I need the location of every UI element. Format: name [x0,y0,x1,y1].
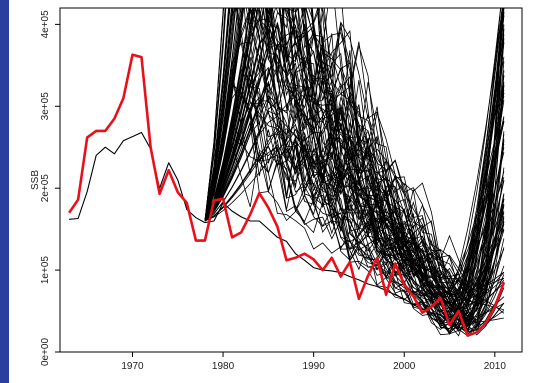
y-tick-label: 1e+05 [40,256,51,285]
x-tick-label: 2010 [484,361,507,372]
ensemble-line [204,8,505,331]
ensemble-line [204,8,505,314]
ensemble-line [204,8,503,324]
left-edge-strip [0,0,9,383]
x-tick-label: 2000 [393,361,416,372]
ensemble-line [204,8,505,313]
ensemble-line [204,8,505,312]
ensemble-line [204,8,505,328]
ensemble-line [204,8,505,331]
highlighted-series-line [68,53,506,337]
ensemble-line [204,8,505,297]
x-tick-label: 1970 [121,361,144,372]
ensemble-line [204,30,505,305]
ensemble-line [204,82,505,331]
y-tick-label: 0e+00 [40,338,51,367]
ensemble-line [204,92,505,296]
ensemble-line [204,69,505,334]
y-tick-label: 2e+05 [40,174,51,203]
ensemble-line [204,8,505,294]
ensemble-line [204,125,505,323]
y-tick-label: 3e+05 [40,92,51,121]
ensemble-line [204,8,505,336]
labels-group: 1970 1980 1990 2000 2010 0e+00 1e+05 2e+05 3e+05… [30,10,506,372]
ensemble-line [204,8,505,330]
ensemble-line [204,121,505,322]
y-tick-label: 4e+05 [40,10,51,39]
x-tick-label: 1980 [212,361,235,372]
y-axis-label: SSB [30,170,41,190]
ensemble-line [204,81,505,315]
ensemble-line [204,8,505,313]
ensemble-line [204,8,505,304]
ensemble-line [204,15,505,297]
ensemble-line [204,43,505,328]
ensemble-line [204,80,505,306]
ensemble-line [204,8,505,325]
ensemble-line [204,8,504,337]
x-tick-label: 1990 [303,361,326,372]
ensemble-line [204,42,505,330]
base-series-line [69,131,505,333]
series-lines [68,53,506,337]
ensemble-lines [204,8,505,337]
